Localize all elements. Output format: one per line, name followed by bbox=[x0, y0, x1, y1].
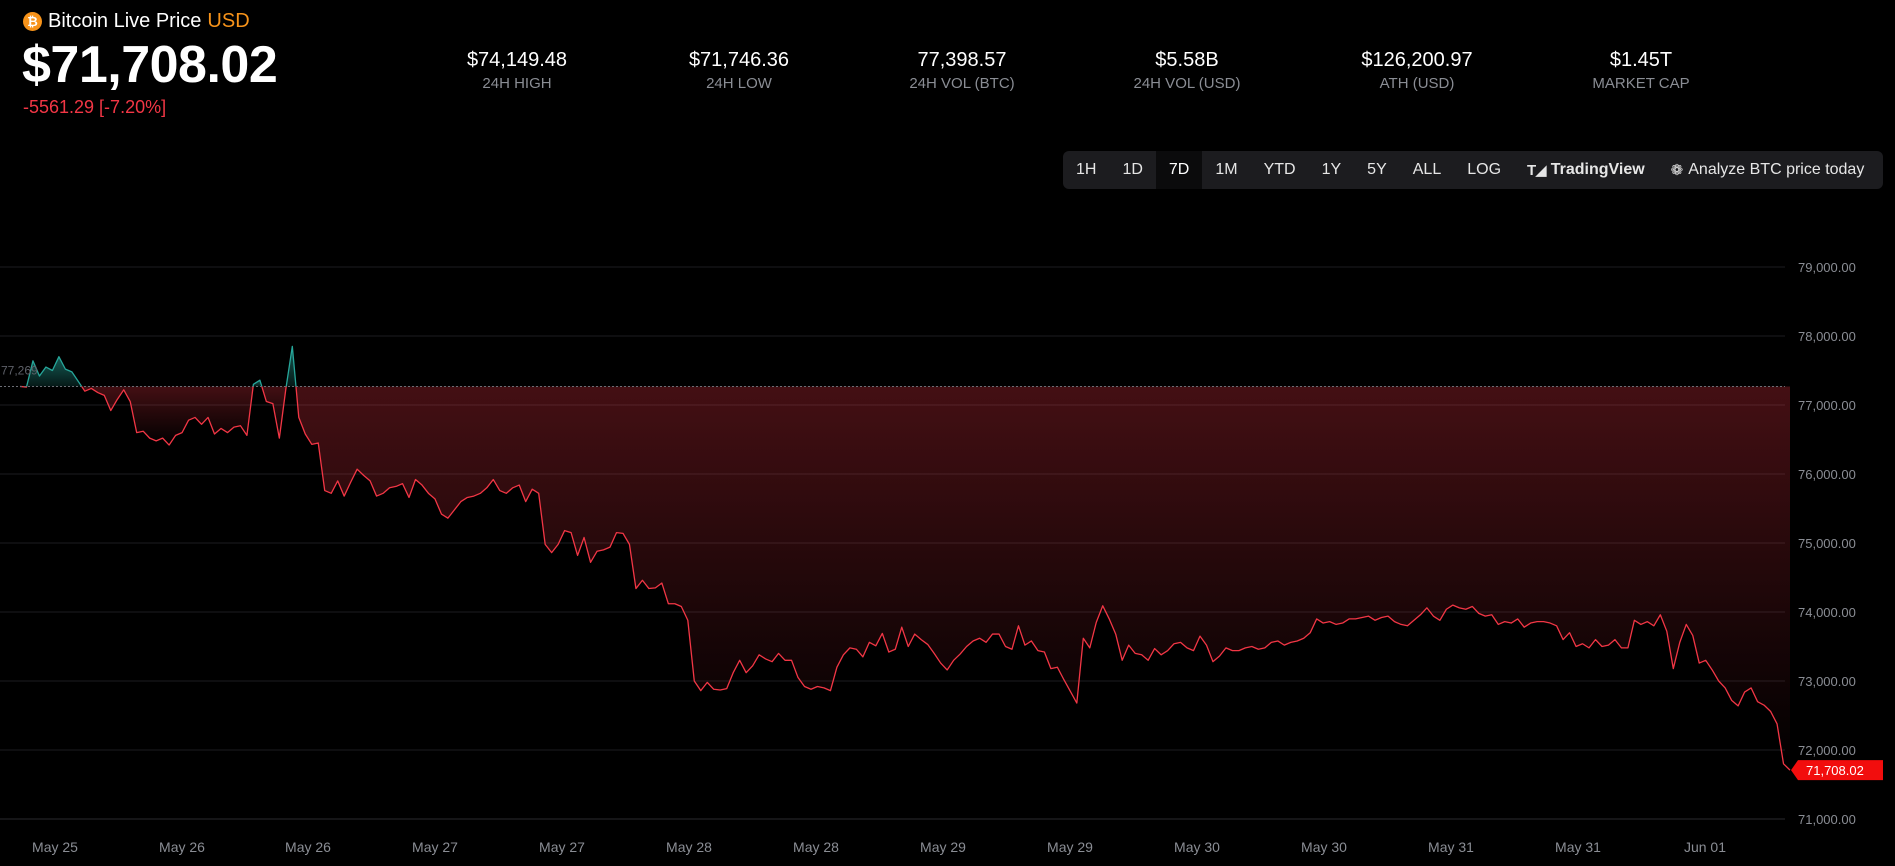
current-price: $71,708.02 bbox=[22, 36, 278, 94]
y-tick-label: 79,000.00 bbox=[1798, 260, 1856, 275]
chart-toolbar: 1H 1D 7D 1M YTD 1Y 5Y ALL LOG T◢ Trading… bbox=[1063, 151, 1884, 189]
price-series bbox=[19, 345, 1791, 771]
stat-value: 77,398.57 bbox=[917, 49, 1007, 71]
area-above-baseline bbox=[253, 380, 262, 387]
bitcoin-icon: ₿ bbox=[23, 11, 42, 31]
x-tick-label: May 27 bbox=[539, 839, 585, 855]
stat-market-cap: $1.45T MARKET CAP bbox=[1541, 48, 1741, 94]
range-1h-button[interactable]: 1H bbox=[1076, 161, 1097, 178]
price-line-down bbox=[261, 386, 287, 439]
area-above-baseline bbox=[26, 356, 82, 387]
price-line-down bbox=[81, 386, 254, 446]
log-scale-button[interactable]: LOG bbox=[1467, 161, 1502, 178]
analyze-label: Analyze BTC price today bbox=[1688, 161, 1865, 178]
x-tick-label: May 28 bbox=[666, 839, 712, 855]
y-axis: 71,000.00 72,000.00 73,000.00 74,000.00 75,0… bbox=[1798, 260, 1856, 827]
stat-label: 24H VOL (USD) bbox=[1133, 75, 1241, 92]
x-tick-label: May 30 bbox=[1174, 839, 1220, 855]
stat-label: 24H HIGH bbox=[482, 75, 552, 92]
x-tick-label: May 25 bbox=[32, 839, 78, 855]
y-tick-label: 76,000.00 bbox=[1798, 467, 1856, 482]
range-1d-button[interactable]: 1D bbox=[1122, 161, 1143, 178]
range-ytd-button[interactable]: YTD bbox=[1263, 161, 1296, 178]
y-tick-label: 78,000.00 bbox=[1798, 329, 1856, 344]
x-tick-label: May 26 bbox=[285, 839, 331, 855]
stat-label: MARKET CAP bbox=[1592, 75, 1690, 92]
stat-value: $5.58B bbox=[1155, 49, 1219, 71]
x-tick-label: May 27 bbox=[412, 839, 458, 855]
stat-value: $126,200.97 bbox=[1361, 49, 1473, 71]
last-price-tag bbox=[1791, 760, 1883, 781]
last-price-label: 71,708.02 bbox=[1806, 763, 1864, 778]
stat-value: $71,746.36 bbox=[688, 49, 790, 71]
asset-title: Bitcoin Live Price bbox=[48, 10, 202, 32]
area-below-baseline bbox=[295, 386, 1791, 771]
stat-24h-vol-usd: $5.58B 24H VOL (USD) bbox=[1087, 48, 1287, 94]
stat-24h-high: $74,149.48 24H HIGH bbox=[417, 48, 617, 94]
currency-label: USD bbox=[207, 10, 250, 32]
range-1y-button[interactable]: 1Y bbox=[1321, 161, 1342, 178]
price-line-up bbox=[26, 356, 83, 387]
tradingview-button[interactable]: T◢ TradingView bbox=[1514, 151, 1658, 189]
range-1m-button[interactable]: 1M bbox=[1215, 161, 1238, 178]
stat-24h-low: $71,746.36 24H LOW bbox=[639, 48, 839, 94]
price-header: ₿ Bitcoin Live Price USD bbox=[23, 8, 250, 34]
stat-24h-vol-btc: 77,398.57 24H VOL (BTC) bbox=[862, 48, 1062, 94]
x-tick-label: May 29 bbox=[1047, 839, 1093, 855]
x-tick-label: May 28 bbox=[793, 839, 839, 855]
analyze-button[interactable]: ❁ Analyze BTC price today bbox=[1658, 151, 1878, 189]
x-tick-label: May 30 bbox=[1301, 839, 1347, 855]
price-line-down bbox=[19, 385, 28, 388]
tradingview-label: TradingView bbox=[1550, 161, 1645, 178]
area-below-baseline bbox=[81, 386, 254, 446]
range-7d-button[interactable]: 7D bbox=[1155, 151, 1203, 189]
y-tick-label: 73,000.00 bbox=[1798, 674, 1856, 689]
y-tick-label: 71,000.00 bbox=[1798, 812, 1856, 827]
x-axis: May 25 May 26 May 26 May 27 May 27 May 28 May … bbox=[32, 839, 1726, 855]
area-below-baseline bbox=[261, 386, 287, 439]
stat-label: 24H VOL (BTC) bbox=[909, 75, 1015, 92]
x-tick-label: May 31 bbox=[1428, 839, 1474, 855]
y-tick-label: 75,000.00 bbox=[1798, 536, 1856, 551]
price-line-up bbox=[252, 379, 263, 387]
y-tick-label: 77,000.00 bbox=[1798, 398, 1856, 413]
range-all-button[interactable]: ALL bbox=[1412, 161, 1442, 178]
price-line-up bbox=[285, 345, 297, 387]
openai-icon: ❁ bbox=[1670, 162, 1684, 179]
price-line-down bbox=[295, 386, 1791, 771]
y-tick-label: 72,000.00 bbox=[1798, 743, 1856, 758]
baseline-label: 77,269 bbox=[1, 363, 38, 377]
stat-label: ATH (USD) bbox=[1379, 75, 1455, 92]
stat-label: 24H LOW bbox=[706, 75, 772, 92]
x-tick-label: Jun 01 bbox=[1684, 839, 1726, 855]
stat-value: $1.45T bbox=[1609, 49, 1673, 71]
tradingview-logo-icon: T◢ bbox=[1527, 162, 1547, 179]
x-tick-label: May 31 bbox=[1555, 839, 1601, 855]
x-tick-label: May 26 bbox=[159, 839, 205, 855]
chart-overlay: 77,269 71,708.02 bbox=[0, 363, 1883, 781]
range-5y-button[interactable]: 5Y bbox=[1367, 161, 1387, 178]
stat-value: $74,149.48 bbox=[466, 49, 568, 71]
area-above-baseline bbox=[286, 346, 296, 387]
x-tick-label: May 29 bbox=[920, 839, 966, 855]
y-tick-label: 74,000.00 bbox=[1798, 605, 1856, 620]
stat-ath-usd: $126,200.97 ATH (USD) bbox=[1317, 48, 1517, 94]
price-change: -5561.29 [-7.20%] bbox=[23, 97, 167, 117]
